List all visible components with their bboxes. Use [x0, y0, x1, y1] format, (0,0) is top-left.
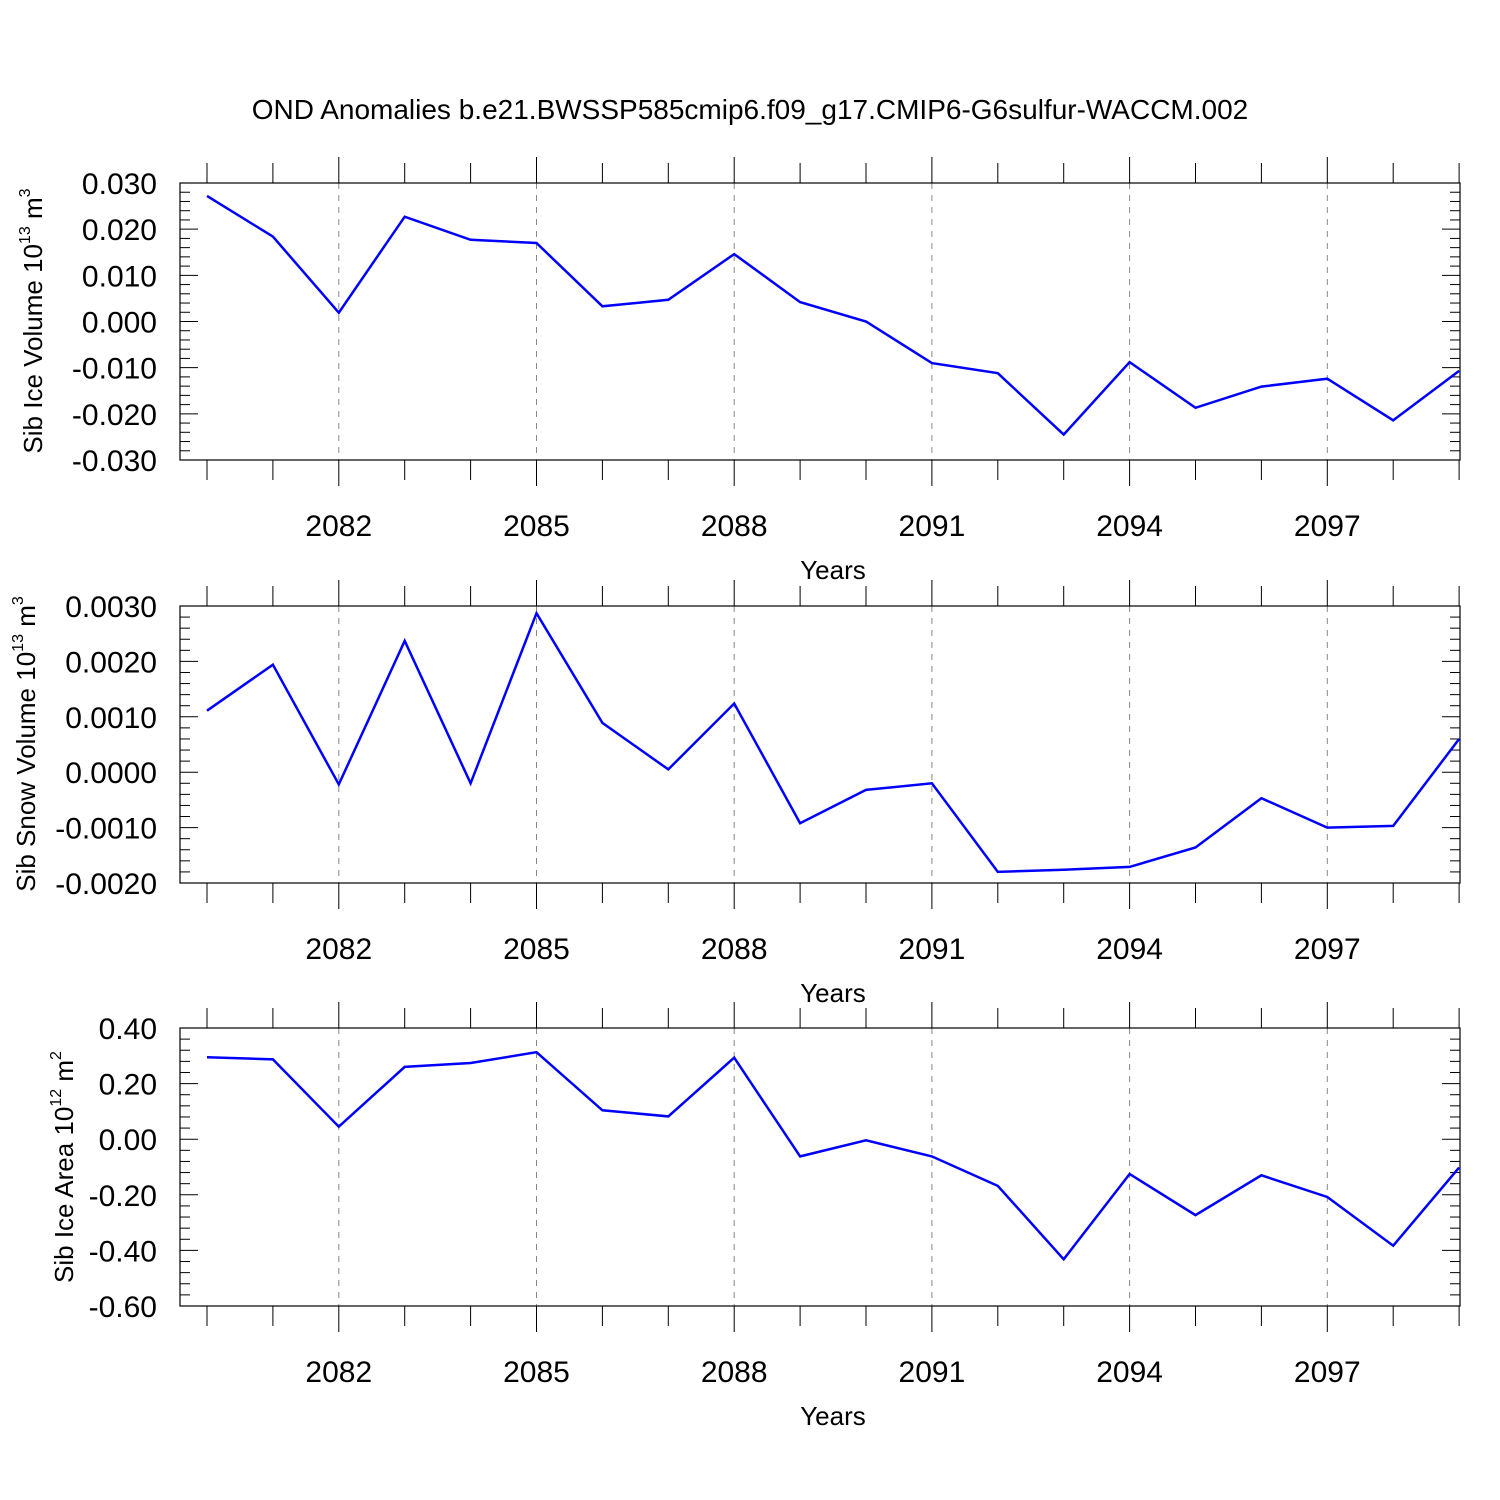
y-axis-title: Sib Ice Volume 1013 m3: [17, 188, 48, 453]
x-tick-label: 2091: [899, 1356, 966, 1389]
x-tick-label: 2088: [701, 510, 768, 543]
panel-sib-snow-volume: 2082 2085 2088 2091 2094 2097 Years 0.0030 0.002…: [10, 580, 1461, 1008]
y-tick-label: -0.030: [72, 445, 157, 478]
y-tick-label: 0.0000: [65, 757, 157, 790]
x-tick-label: 2097: [1294, 510, 1361, 543]
panel-sib-ice-area: 2082 2085 2088 2091 2094 2097 Years 0.40 0.20 0.0…: [48, 1002, 1461, 1431]
y-axis-title: Sib Snow Volume 1013 m3: [10, 596, 41, 892]
plot-frame: [179, 1027, 1461, 1307]
y-axis-title: Sib Ice Area 1012 m2: [48, 1051, 79, 1283]
y-tick-label: -0.40: [89, 1235, 157, 1268]
x-tick-label: 2088: [701, 1356, 768, 1389]
plot-frame: [179, 182, 1461, 461]
plot-frame: [179, 605, 1461, 884]
y-tick-label: -0.0020: [55, 868, 157, 901]
x-tick-label: 2082: [305, 933, 372, 966]
y-tick-label: -0.010: [72, 353, 157, 386]
panel-sib-ice-volume: 2082 2085 2088 2091 2094 2097 Years 0.030 0.020 0…: [17, 157, 1461, 585]
x-tick-label: 2094: [1096, 510, 1163, 543]
y-tick-label: -0.020: [72, 399, 157, 432]
y-tick-label: 0.020: [82, 214, 157, 247]
x-tick-label: 2094: [1096, 933, 1163, 966]
y-tick-label: 0.00: [99, 1124, 157, 1157]
y-tick-label: -0.60: [89, 1291, 157, 1324]
x-tick-label: 2082: [305, 510, 372, 543]
y-tick-label: 0.20: [99, 1069, 157, 1102]
x-tick-label: 2088: [701, 933, 768, 966]
y-tick-label: 0.030: [82, 168, 157, 201]
x-tick-label: 2091: [899, 510, 966, 543]
x-tick-label: 2097: [1294, 1356, 1361, 1389]
x-tick-label: 2094: [1096, 1356, 1163, 1389]
y-tick-label: -0.20: [89, 1180, 157, 1213]
chart-title: OND Anomalies b.e21.BWSSP585cmip6.f09_g1…: [252, 94, 1249, 125]
x-tick-label: 2097: [1294, 933, 1361, 966]
y-tick-label: 0.0020: [65, 646, 157, 679]
x-tick-label: 2085: [503, 510, 570, 543]
x-axis-title: Years: [800, 555, 866, 585]
series-line: [206, 1050, 1461, 1262]
x-tick-label: 2082: [305, 1356, 372, 1389]
x-tick-label: 2085: [503, 1356, 570, 1389]
series-line: [206, 610, 1461, 874]
y-tick-label: 0.0010: [65, 702, 157, 735]
x-tick-label: 2085: [503, 933, 570, 966]
y-tick-label: 0.010: [82, 260, 157, 293]
x-axis-title: Years: [800, 978, 866, 1008]
series-line: [206, 194, 1460, 437]
x-axis-title: Years: [800, 1401, 866, 1431]
y-tick-label: 0.0030: [65, 591, 157, 624]
y-tick-label: 0.40: [99, 1013, 157, 1046]
y-tick-label: -0.0010: [55, 813, 157, 846]
x-tick-label: 2091: [899, 933, 966, 966]
y-tick-label: 0.000: [82, 307, 157, 340]
